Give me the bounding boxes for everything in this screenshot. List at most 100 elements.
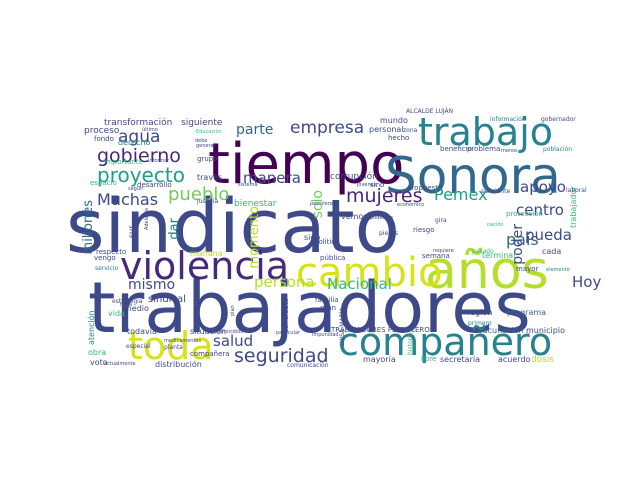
cloud-word: espacio (90, 179, 117, 187)
cloud-word: especial (126, 343, 151, 350)
cloud-word: gira (435, 217, 447, 224)
cloud-word: seguridad (234, 345, 329, 367)
cloud-word: historia (407, 332, 414, 355)
cloud-word: último (142, 126, 158, 133)
cloud-word: dosis (531, 355, 554, 365)
cloud-word: requiere (433, 248, 454, 254)
cloud-word: mayoría (363, 355, 396, 364)
cloud-word: suficiente (481, 188, 511, 195)
cloud-word: atención (86, 310, 96, 345)
cloud-word: información (490, 116, 526, 123)
cloud-word: trabajador (569, 186, 578, 228)
cloud-word: laboral (566, 187, 587, 194)
cloud-word: piezas (379, 230, 398, 237)
cloud-word: años (425, 241, 549, 301)
cloud-word: Muchas (97, 190, 158, 209)
cloud-word: siguiente (181, 118, 223, 128)
cloud-word: voto (90, 358, 108, 367)
cloud-word: toda (128, 324, 214, 368)
cloud-word: parte (236, 122, 273, 138)
cloud-word: pasado (472, 248, 494, 255)
cloud-word: municipio (526, 326, 565, 335)
cloud-word: sistema (238, 182, 258, 188)
cloud-word: mayor (516, 265, 539, 273)
cloud-word: terminar (482, 251, 517, 260)
cloud-word: justicia (196, 198, 219, 205)
cloud-word: mujeres (346, 185, 423, 207)
cloud-word: respecto (96, 248, 126, 256)
cloud-word: bienestar (234, 199, 277, 209)
cloud-word: cada (542, 247, 561, 256)
cloud-word: Ciudad (132, 221, 140, 245)
cloud-word: económico (397, 201, 424, 208)
cloud-word: transformación (104, 117, 172, 128)
cloud-word: importante (104, 158, 143, 166)
cloud-word: política (314, 238, 339, 246)
cloud-word: TRABAJADORES PETROLEROS (330, 326, 435, 334)
cloud-word: Hoy (572, 273, 601, 291)
cloud-word: Educación (196, 128, 222, 135)
cloud-word: poder (510, 224, 526, 265)
cloud-word: sido (304, 233, 320, 242)
cloud-word: jóvenes (356, 181, 377, 188)
cloud-word: elemento (546, 267, 570, 273)
cloud-word: plan (230, 305, 236, 316)
cloud-word: momento (247, 206, 262, 269)
cloud-word: apoyo (520, 178, 566, 196)
cloud-word: solo (310, 190, 326, 218)
cloud-word: persona (254, 273, 315, 291)
cloud-word: seguir (128, 186, 144, 192)
cloud-word: semana (422, 252, 450, 260)
cloud-word: millones (81, 200, 96, 255)
cloud-word: podemos (370, 215, 393, 221)
cloud-word: pública (320, 254, 345, 262)
cloud-word: planta (164, 344, 183, 351)
cloud-word: dar (167, 217, 182, 239)
cloud-word: gobernador (541, 116, 576, 123)
cloud-word: centro (516, 201, 564, 219)
cloud-word: agua (118, 127, 160, 147)
cloud-word: medicamentos (164, 338, 201, 344)
cloud-word: pueda (525, 226, 572, 244)
cloud-word: acuerdo (498, 355, 531, 364)
cloud-word: petrolero (310, 201, 333, 207)
cloud-word: región (467, 307, 492, 317)
cloud-word: situación (190, 326, 226, 336)
cloud-word: vengo (94, 254, 116, 262)
cloud-word: nación (487, 221, 504, 228)
cloud-word: particular (276, 330, 301, 336)
cloud-word: personal (369, 125, 404, 134)
cloud-word: beneficio (440, 145, 472, 153)
cloud-word: compañero (338, 320, 552, 364)
cloud-word: problema (467, 145, 500, 153)
cloud-word: empresa (290, 118, 364, 138)
cloud-word: tiempo (208, 132, 404, 197)
cloud-word: corrupción (330, 171, 378, 182)
cloud-word: familia (315, 296, 339, 304)
cloud-word: vacunación (478, 325, 524, 335)
cloud-word: informar (148, 158, 170, 164)
cloud-word: trabajo (418, 110, 553, 154)
cloud-word: vemos (341, 212, 368, 221)
cloud-word: libre (421, 355, 436, 363)
cloud-word: trabajadores (88, 267, 531, 349)
cloud-word: violencia (120, 244, 289, 288)
cloud-word: salud (213, 332, 253, 350)
cloud-word: gran (320, 304, 336, 312)
cloud-word: desarrollo (137, 181, 172, 189)
cloud-word: homicidios (216, 329, 243, 335)
cloud-word: distribución (155, 359, 202, 369)
cloud-word: estrategia (112, 298, 143, 305)
cloud-word: vida (108, 309, 125, 318)
cloud-word: servicio (95, 265, 118, 272)
word-group: sindicato trabajadores tiempo Sonora año… (66, 108, 601, 369)
cloud-word: Sonora (385, 147, 561, 205)
cloud-word: zona (403, 127, 418, 134)
cloud-word: cambio (296, 250, 442, 296)
cloud-word: LUISA MARÍA (339, 307, 346, 346)
cloud-word: fondo (94, 135, 114, 143)
cloud-word: comunicación (287, 362, 329, 369)
cloud-word: proyecto (97, 163, 185, 187)
cloud-word: debe (195, 138, 208, 144)
